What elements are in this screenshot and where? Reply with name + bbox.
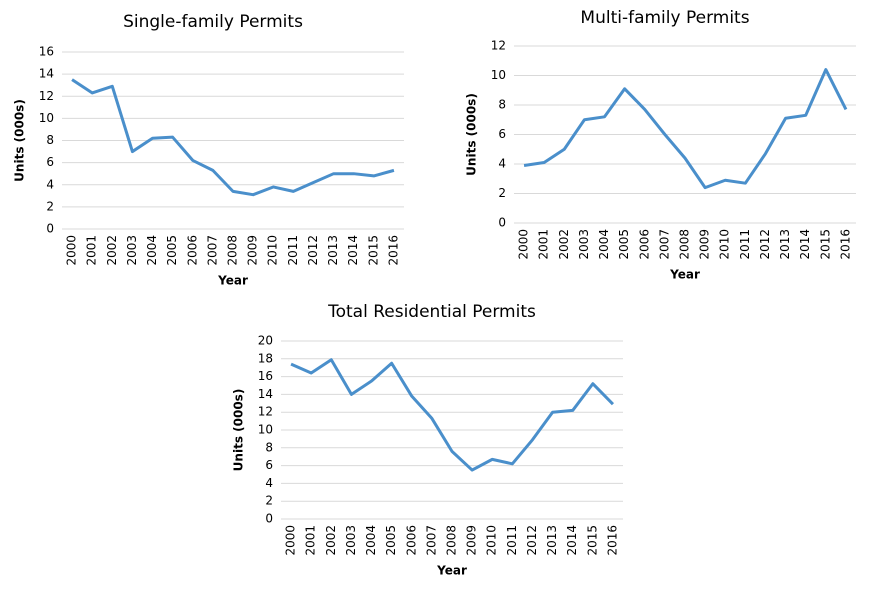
x-tick-label: 2002	[105, 235, 119, 266]
x-tick-label: 2013	[545, 525, 559, 556]
y-tick-label: 4	[265, 476, 273, 490]
data-line	[71, 78, 395, 197]
x-tick-label: 2010	[718, 229, 732, 260]
x-tick-label: 2010	[485, 525, 499, 556]
y-tick-label: 10	[258, 423, 273, 437]
x-tick-label: 2006	[404, 525, 418, 556]
y-tick-label: 0	[265, 512, 273, 526]
x-tick-label: 2005	[617, 229, 631, 260]
y-tick-label: 8	[46, 133, 54, 147]
y-tick-label: 10	[39, 111, 54, 125]
y-tick-label: 2	[265, 494, 273, 508]
x-tick-label: 2004	[364, 525, 378, 556]
x-tick-label: 2001	[85, 235, 99, 266]
y-tick-label: 10	[491, 68, 506, 82]
x-tick-label: 2008	[226, 235, 240, 266]
y-tick-label: 4	[46, 177, 54, 191]
data-line	[290, 358, 615, 472]
y-axis-title: Units (000s)	[13, 99, 27, 182]
x-tick-label: 2009	[465, 525, 479, 556]
y-tick-label: 16	[258, 369, 273, 383]
x-tick-label: 2008	[445, 525, 459, 556]
y-axis-title: Units (000s)	[465, 93, 479, 176]
x-tick-label: 2012	[525, 525, 539, 556]
y-axis-title: Units (000s)	[232, 389, 246, 472]
x-tick-label: 2002	[324, 525, 338, 556]
x-tick-label: 2006	[185, 235, 199, 266]
x-tick-label: 2011	[505, 525, 519, 556]
x-tick-label: 2010	[266, 235, 280, 266]
x-tick-label: 2012	[306, 235, 320, 266]
x-tick-label: 2009	[698, 229, 712, 260]
x-tick-label: 2016	[386, 235, 400, 266]
x-tick-label: 2007	[205, 235, 219, 266]
x-tick-label: 2004	[597, 229, 611, 260]
chart-title: Multi-family Permits	[580, 8, 749, 28]
x-tick-label: 2016	[605, 525, 619, 556]
x-tick-label: 2016	[838, 229, 852, 260]
x-tick-label: 2007	[657, 229, 671, 260]
x-tick-label: 2014	[565, 525, 579, 556]
y-tick-label: 0	[46, 222, 54, 236]
x-tick-label: 2011	[738, 229, 752, 260]
x-tick-label: 2014	[798, 229, 812, 260]
x-tick-label: 2000	[517, 229, 531, 260]
x-tick-label: 2013	[778, 229, 792, 260]
x-tick-label: 2003	[577, 229, 591, 260]
x-tick-label: 2014	[346, 235, 360, 266]
y-tick-label: 8	[498, 98, 506, 112]
x-axis-title: Year	[669, 268, 700, 282]
chart-title: Total Residential Permits	[327, 302, 536, 322]
y-tick-label: 20	[258, 334, 273, 348]
x-tick-label: 2006	[637, 229, 651, 260]
x-tick-label: 2013	[326, 235, 340, 266]
y-tick-label: 14	[39, 67, 54, 81]
x-tick-label: 2000	[65, 235, 79, 266]
y-tick-label: 12	[39, 89, 54, 103]
x-tick-label: 2015	[818, 229, 832, 260]
y-tick-label: 12	[258, 405, 273, 419]
x-tick-label: 2009	[246, 235, 260, 266]
y-tick-label: 14	[258, 387, 273, 401]
x-tick-label: 2015	[366, 235, 380, 266]
x-tick-label: 2007	[424, 525, 438, 556]
x-tick-label: 2001	[304, 525, 318, 556]
chart-title: Single-family Permits	[123, 12, 303, 32]
y-tick-label: 4	[498, 157, 506, 171]
y-tick-label: 12	[491, 39, 506, 53]
x-tick-label: 2015	[585, 525, 599, 556]
x-axis-title: Year	[217, 274, 248, 288]
x-tick-label: 2000	[284, 525, 298, 556]
y-tick-label: 6	[265, 458, 273, 472]
y-tick-label: 6	[46, 155, 54, 169]
data-line	[523, 68, 848, 190]
y-tick-label: 2	[498, 186, 506, 200]
x-tick-label: 2012	[758, 229, 772, 260]
y-tick-label: 8	[265, 440, 273, 454]
y-tick-label: 6	[498, 127, 506, 141]
x-axis-title: Year	[436, 564, 467, 578]
x-tick-label: 2003	[344, 525, 358, 556]
x-tick-label: 2004	[145, 235, 159, 266]
x-tick-label: 2003	[125, 235, 139, 266]
y-tick-label: 18	[258, 351, 273, 365]
x-tick-label: 2005	[384, 525, 398, 556]
x-tick-label: 2005	[165, 235, 179, 266]
y-tick-label: 2	[46, 199, 54, 213]
x-tick-label: 2001	[537, 229, 551, 260]
x-tick-label: 2011	[286, 235, 300, 266]
x-tick-label: 2002	[557, 229, 571, 260]
y-tick-label: 16	[39, 45, 54, 59]
y-tick-label: 0	[498, 216, 506, 230]
x-tick-label: 2008	[678, 229, 692, 260]
